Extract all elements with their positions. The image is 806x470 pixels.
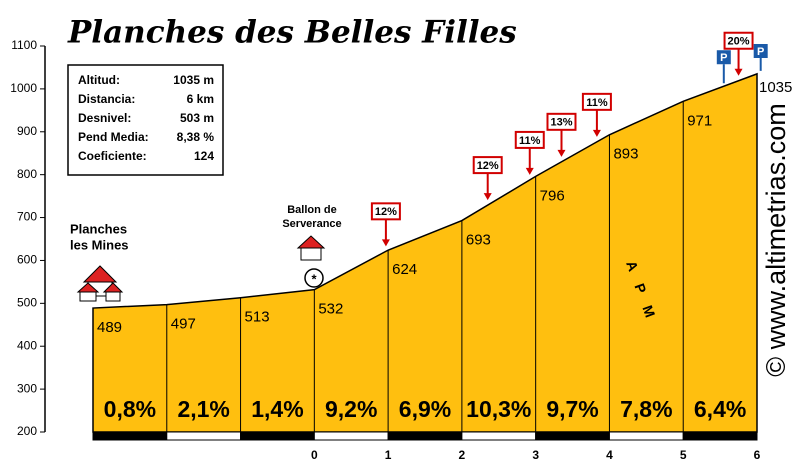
info-label: Pend Media: (78, 130, 149, 144)
flag-box (514, 130, 545, 149)
gradient-label: 0,8% (104, 396, 156, 422)
flag-box (546, 112, 577, 131)
svg-text:*: * (311, 271, 317, 286)
altitude-label: 971 (687, 112, 712, 129)
y-tick-label: 600 (17, 253, 37, 267)
x-tick-label: 1 (385, 448, 392, 462)
place-label: Ballon de (287, 204, 337, 216)
band (461, 431, 537, 441)
flag-label: 12% (477, 160, 499, 172)
x-tick-label: 5 (680, 448, 687, 462)
y-tick-label: 900 (17, 124, 37, 138)
info-value: 6 km (187, 92, 214, 106)
band (608, 431, 684, 441)
info-value: 124 (194, 149, 214, 163)
altitude-label: 693 (466, 232, 491, 249)
y-tick-label: 700 (17, 210, 37, 224)
gradient-label: 2,1% (177, 396, 229, 422)
parking-sign (716, 50, 731, 65)
flag-label: 11% (519, 135, 541, 147)
altitude-label: 497 (171, 316, 196, 333)
band (166, 431, 242, 441)
flag-label: 13% (550, 117, 572, 129)
gradient-label: 7,8% (620, 396, 672, 422)
band (240, 431, 315, 441)
altitude-label: 513 (245, 309, 270, 326)
info-label: Coeficiente: (78, 149, 147, 163)
gradient-label: 9,7% (546, 396, 598, 422)
flag-box (581, 92, 612, 111)
gradient-label: 6,9% (399, 396, 451, 422)
flag-arrow-head (525, 167, 534, 175)
band (92, 431, 168, 441)
gradient-label: 10,3% (466, 396, 531, 422)
gradient-label: 9,2% (325, 396, 377, 422)
flag-label: 12% (375, 206, 397, 218)
x-tick-label: 0 (311, 448, 318, 462)
info-box (67, 64, 224, 176)
altitude-label: 624 (392, 261, 417, 278)
info-label: Desnivel: (78, 111, 131, 125)
altitude-label: 532 (318, 301, 343, 318)
y-tick-label: 800 (17, 167, 37, 181)
altitude-label: 489 (97, 319, 122, 336)
flag-arrow-head (734, 68, 743, 76)
credit: © www.altimetrias.com (761, 103, 791, 376)
altitude-label: 796 (540, 187, 565, 204)
flag-label: 20% (728, 36, 750, 48)
info-value: 8,38 % (177, 130, 215, 144)
chart-title: Planches des Belles Filles (67, 15, 517, 51)
flag-label: 11% (586, 97, 608, 109)
parking-label: P (720, 52, 727, 64)
info-label: Distancia: (78, 92, 135, 106)
y-tick-label: 200 (17, 424, 37, 438)
flag-arrow-head (381, 239, 390, 247)
flag-arrow-head (592, 129, 601, 137)
parking-label: P (757, 46, 764, 58)
place-icon: * (296, 235, 326, 288)
flag-box (370, 202, 401, 221)
x-tick-label: 6 (754, 448, 761, 462)
place-label: Planches (70, 221, 127, 236)
info-label: Altitud: (78, 73, 120, 87)
altitude-label: 1035 (759, 79, 792, 96)
y-tick-label: 1100 (11, 38, 37, 52)
x-tick-label: 4 (606, 448, 613, 462)
y-tick-label: 300 (17, 381, 37, 395)
flag-box (472, 156, 503, 175)
band (535, 431, 610, 441)
info-value: 1035 m (173, 73, 214, 87)
place-icon (76, 265, 124, 302)
info-value: 503 m (180, 111, 214, 125)
band (313, 431, 389, 441)
place-label: Serverance (282, 218, 341, 230)
y-tick-label: 500 (17, 296, 37, 310)
flag-arrow-head (483, 193, 492, 201)
altitude-label: 893 (613, 146, 638, 163)
band (682, 431, 758, 441)
y-tick-label: 1000 (10, 81, 37, 95)
x-tick-label: 3 (532, 448, 539, 462)
x-tick-label: 2 (459, 448, 466, 462)
place-label: les Mines (70, 237, 129, 252)
flag-arrow-head (557, 149, 566, 157)
band (387, 431, 463, 441)
y-tick-label: 400 (17, 338, 37, 352)
gradient-label: 6,4% (694, 396, 746, 422)
flag-box (723, 31, 754, 50)
parking-sign (753, 44, 768, 58)
gradient-label: 1,4% (251, 396, 303, 422)
